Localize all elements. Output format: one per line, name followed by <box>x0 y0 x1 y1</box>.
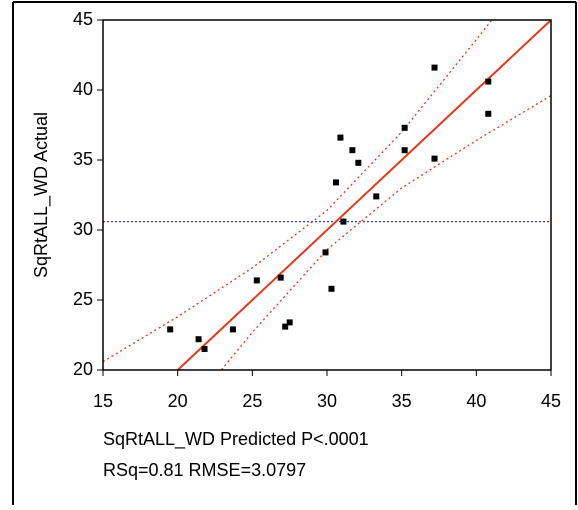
y-tick-label: 25 <box>73 289 93 309</box>
y-tick-label: 35 <box>73 149 93 169</box>
point <box>485 78 492 85</box>
point <box>485 110 492 117</box>
x-tick-label: 40 <box>466 391 486 411</box>
point <box>349 147 356 154</box>
x-tick-label: 45 <box>541 391 561 411</box>
x-axis-label: SqRtALL_WD Predicted P<.0001 <box>103 429 369 450</box>
point <box>332 179 339 186</box>
y-tick-label: 45 <box>73 9 93 29</box>
point <box>322 249 329 256</box>
point <box>337 134 344 141</box>
point <box>195 336 202 343</box>
x-tick-label: 20 <box>168 391 188 411</box>
point <box>253 277 260 284</box>
fit-line <box>176 20 551 370</box>
point <box>373 193 380 200</box>
x-tick-label: 15 <box>93 391 113 411</box>
point <box>229 326 236 333</box>
x-tick-label: 35 <box>392 391 412 411</box>
point <box>401 124 408 131</box>
point <box>355 159 362 166</box>
point <box>328 285 335 292</box>
plot-area <box>103 20 551 370</box>
point <box>201 346 208 352</box>
y-tick-label: 30 <box>73 219 93 239</box>
point <box>431 64 438 71</box>
point <box>431 155 438 162</box>
stats-label: RSq=0.81 RMSE=3.0797 <box>103 460 306 480</box>
x-tick-label: 25 <box>242 391 262 411</box>
plot-border <box>102 19 552 371</box>
y-axis-label: SqRtALL_WD Actual <box>31 112 52 278</box>
y-tick-label: 20 <box>73 359 93 379</box>
point <box>401 147 408 154</box>
point <box>167 326 174 333</box>
point <box>277 274 284 281</box>
point <box>286 319 293 326</box>
point <box>340 218 347 225</box>
x-tick-label: 30 <box>317 391 337 411</box>
point <box>282 323 289 330</box>
confidence-curve <box>103 20 493 363</box>
y-tick-label: 40 <box>73 79 93 99</box>
